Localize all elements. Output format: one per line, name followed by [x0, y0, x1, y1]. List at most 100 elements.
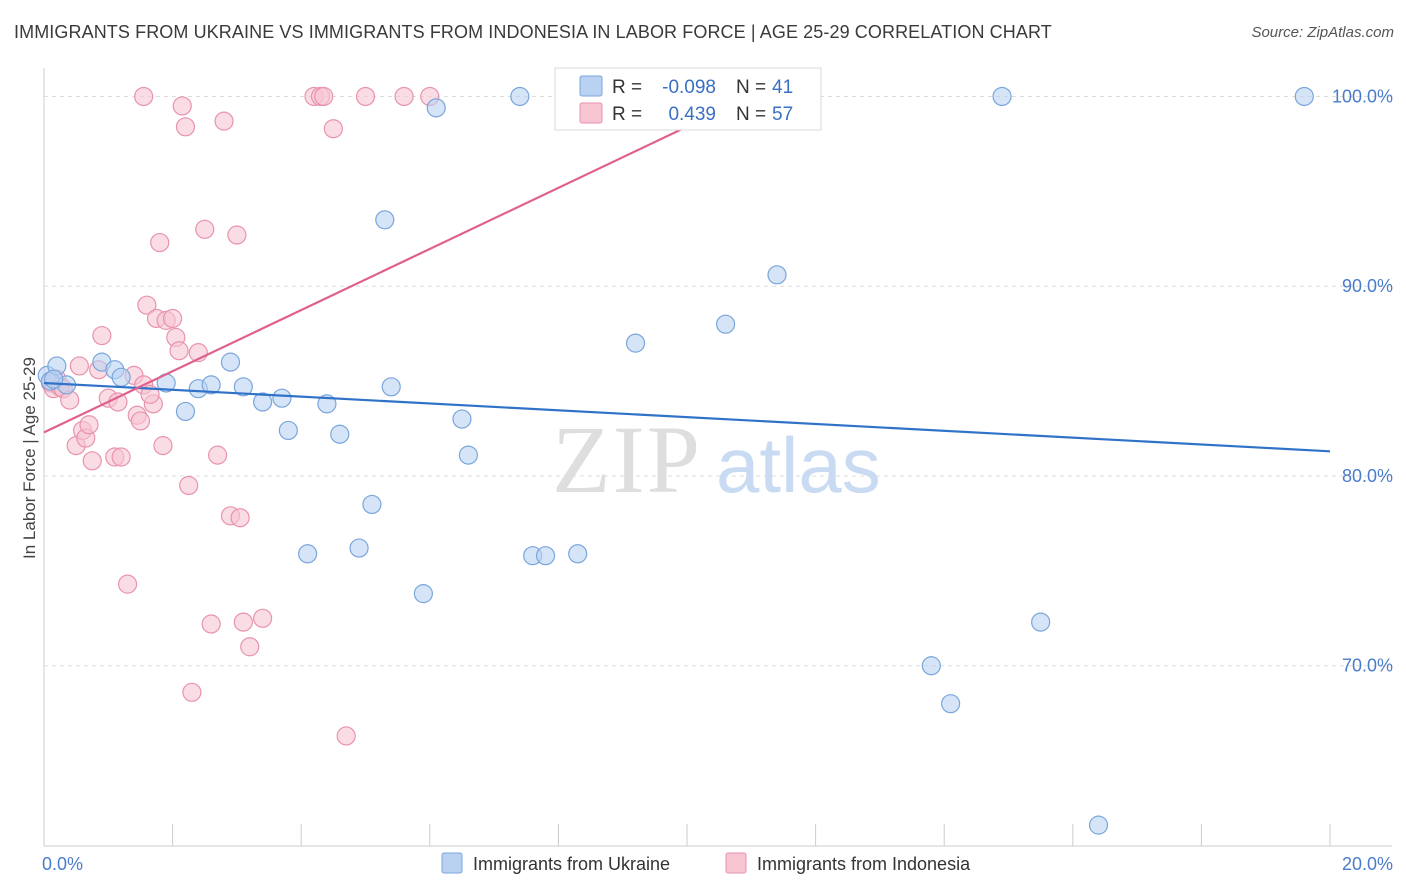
ukraine-point-22 — [381, 377, 401, 397]
ukraine-point-30 — [568, 544, 588, 564]
y-axis-label: In Labor Force | Age 25-29 — [20, 357, 39, 559]
indonesia-point-9 — [79, 415, 99, 435]
y-tick-label-3: 70.0% — [1342, 656, 1393, 676]
indonesia-point-55 — [69, 356, 89, 376]
ukraine-point-8 — [175, 401, 196, 422]
ukraine-point-19 — [349, 538, 369, 558]
ukraine-point-15 — [278, 420, 298, 441]
watermark-atlas: atlas — [716, 421, 881, 509]
ukraine-point-10 — [201, 375, 221, 395]
y-tick-label-0: 100.0% — [1332, 86, 1393, 106]
indonesia-point-44 — [240, 637, 260, 657]
ukraine-trend-line — [43, 381, 1331, 453]
indonesia-point-36 — [195, 219, 215, 239]
indonesia-point-39 — [214, 111, 234, 131]
indonesia-point-30 — [169, 341, 189, 361]
indonesia-point-51 — [355, 86, 376, 107]
x-tick-labels: 0.0% 20.0% — [42, 854, 1393, 874]
stats-swatch-ukraine — [579, 75, 603, 97]
indonesia-point-31 — [172, 96, 192, 116]
indonesia-point-45 — [253, 608, 273, 628]
ukraine-point-39 — [1294, 86, 1314, 107]
ukraine-point-35 — [941, 694, 961, 714]
ukraine-point-18 — [330, 424, 350, 444]
indonesia-point-34 — [182, 682, 202, 702]
trend-lines — [43, 85, 1331, 453]
indonesia-point-50 — [336, 726, 356, 746]
indonesia-point-54 — [134, 86, 154, 107]
indonesia-point-32 — [175, 117, 196, 137]
stats-r-label-indonesia: R = — [612, 104, 642, 125]
ukraine-point-14 — [272, 388, 292, 408]
ukraine-point-36 — [992, 86, 1012, 107]
indonesia-point-42 — [230, 508, 250, 528]
indonesia-point-10 — [82, 451, 102, 471]
indonesia-point-37 — [201, 614, 221, 634]
y-tick-label-1: 90.0% — [1342, 276, 1393, 296]
indonesia-point-41 — [227, 225, 247, 245]
x-tick-label-0: 0.0% — [42, 854, 83, 874]
ukraine-point-20 — [362, 494, 382, 515]
source-credit: Source: ZipAtlas.com — [1251, 24, 1394, 41]
legend-label-indonesia: Immigrants from Indonesia — [757, 854, 971, 874]
y-tick-label-2: 80.0% — [1342, 466, 1393, 486]
axes — [43, 68, 1392, 847]
ukraine-point-29 — [535, 546, 556, 566]
legend-swatch-ukraine — [441, 852, 463, 874]
indonesia-point-49 — [323, 119, 343, 139]
indonesia-point-17 — [117, 574, 138, 594]
indonesia-point-26 — [153, 436, 173, 456]
stats-n-value-ukraine: 41 — [772, 77, 793, 98]
stats-box: R = -0.098 N = 41 R = 0.439 N = 57 — [554, 67, 822, 131]
stats-n-value-indonesia: 57 — [772, 104, 793, 125]
x-tick-marks — [43, 824, 1331, 846]
ukraine-point-26 — [458, 445, 478, 465]
watermark-zip: ZIP — [552, 406, 702, 513]
ukraine-point-38 — [1088, 815, 1109, 835]
indonesia-point-20 — [130, 411, 151, 431]
stats-r-value-ukraine: -0.098 — [662, 77, 716, 98]
ukraine-points — [37, 86, 1314, 835]
ukraine-point-6 — [111, 367, 131, 387]
indonesia-points — [40, 86, 440, 746]
stats-n-label-ukraine: N = — [736, 77, 766, 98]
legend-label-ukraine: Immigrants from Ukraine — [473, 854, 670, 874]
stats-r-value-indonesia: 0.439 — [668, 104, 716, 125]
indonesia-point-25 — [150, 232, 170, 253]
ukraine-point-21 — [375, 210, 395, 230]
indonesia-point-33 — [179, 475, 199, 496]
ukraine-point-11 — [220, 352, 241, 372]
indonesia-point-28 — [163, 308, 183, 329]
ukraine-point-31 — [625, 333, 646, 353]
stats-n-label-indonesia: N = — [736, 104, 766, 125]
legend-swatch-indonesia — [725, 852, 747, 874]
stats-r-label-ukraine: R = — [612, 77, 642, 98]
ukraine-point-16 — [298, 544, 318, 564]
watermark: ZIP atlas — [552, 406, 881, 513]
indonesia-point-52 — [394, 86, 414, 107]
chart-title: IMMIGRANTS FROM UKRAINE VS IMMIGRANTS FR… — [14, 22, 1052, 42]
ukraine-point-33 — [767, 265, 787, 285]
ukraine-point-13 — [253, 392, 273, 412]
indonesia-point-38 — [208, 445, 228, 465]
ukraine-point-32 — [715, 314, 736, 334]
ukraine-point-27 — [510, 86, 530, 107]
ukraine-point-37 — [1031, 612, 1051, 632]
stats-swatch-indonesia — [579, 102, 603, 124]
ukraine-point-12 — [233, 377, 253, 397]
x-tick-label-1: 20.0% — [1342, 854, 1393, 874]
y-tick-labels: 100.0% 90.0% 80.0% 70.0% — [1332, 86, 1393, 675]
indonesia-point-15 — [108, 392, 128, 412]
indonesia-point-12 — [92, 325, 112, 346]
ukraine-point-23 — [413, 584, 433, 604]
indonesia-point-43 — [233, 612, 253, 632]
ukraine-point-24 — [426, 98, 446, 118]
indonesia-point-22 — [137, 295, 157, 315]
legend: Immigrants from Ukraine Immigrants from … — [441, 852, 971, 874]
indonesia-trend-line — [43, 85, 772, 434]
indonesia-point-48 — [314, 86, 334, 107]
ukraine-point-40 — [44, 369, 64, 389]
ukraine-point-17 — [317, 394, 337, 414]
ukraine-point-25 — [452, 409, 472, 429]
